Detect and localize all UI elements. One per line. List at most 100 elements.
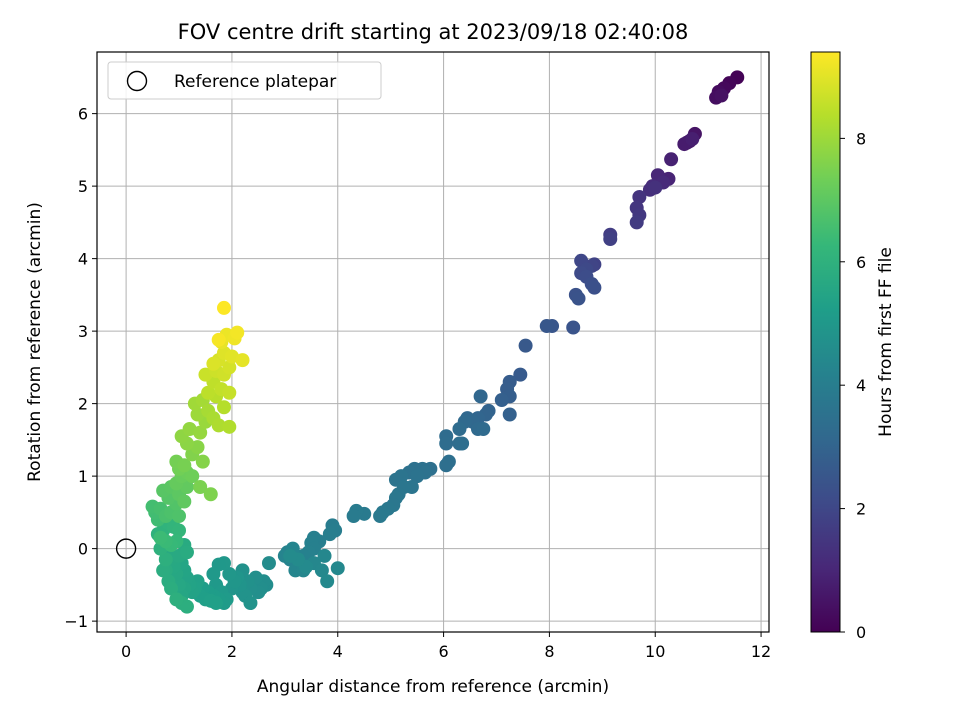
data-point — [513, 367, 528, 382]
x-tick-label: 4 — [333, 642, 343, 661]
data-point — [193, 425, 208, 440]
data-point — [439, 458, 454, 473]
data-point — [455, 436, 470, 451]
data-point — [190, 407, 205, 422]
plot-frame — [96, 51, 770, 633]
scatter-points — [145, 70, 745, 614]
data-point — [317, 548, 332, 563]
colorbar-tick-label: 8 — [856, 129, 866, 148]
data-point — [322, 527, 337, 542]
colorbar: 0 2 4 6 8 Hours from first FF file — [810, 51, 896, 642]
data-point — [182, 422, 197, 436]
data-point — [185, 469, 200, 484]
data-point — [452, 422, 467, 436]
data-point — [177, 458, 192, 473]
data-point — [629, 215, 644, 230]
data-point — [566, 320, 581, 335]
data-point — [195, 454, 210, 469]
data-point — [222, 419, 237, 434]
y-tick-label: 1 — [78, 467, 88, 486]
colorbar-ticks: 0 2 4 6 8 — [840, 129, 866, 642]
colorbar-frame — [810, 51, 841, 633]
legend-box — [107, 61, 382, 100]
colorbar-label: Hours from first FF file — [876, 247, 896, 437]
data-point — [179, 545, 194, 560]
colorbar-gradient — [811, 52, 840, 632]
grid-lines — [97, 52, 769, 632]
y-tick-label: 6 — [78, 105, 88, 124]
data-point — [439, 436, 454, 451]
x-tick-label: 2 — [227, 642, 237, 661]
x-tick-label: 10 — [645, 642, 665, 661]
data-point — [156, 563, 171, 578]
colorbar-tick-label: 4 — [856, 376, 866, 395]
data-point — [179, 599, 194, 614]
legend-marker-open-circle — [126, 70, 148, 92]
data-point — [201, 385, 216, 400]
data-point — [714, 88, 729, 103]
data-point — [209, 596, 224, 610]
data-point — [320, 574, 335, 589]
y-tick-label: 2 — [78, 395, 88, 414]
data-point — [153, 530, 168, 545]
data-point — [473, 389, 488, 404]
data-point — [648, 180, 663, 195]
data-point — [190, 440, 205, 455]
data-point — [518, 338, 533, 353]
data-point — [222, 567, 237, 581]
data-point — [410, 469, 425, 484]
data-point — [243, 596, 258, 610]
data-point — [230, 325, 245, 340]
data-point — [603, 232, 618, 247]
data-point — [169, 592, 184, 607]
data-point — [164, 581, 179, 596]
x-axis-label: Angular distance from reference (arcmin) — [257, 677, 609, 697]
legend: Reference platepar — [107, 61, 382, 100]
data-point — [158, 552, 173, 567]
legend-label: Reference platepar — [174, 72, 336, 92]
y-tick-label: 0 — [78, 540, 88, 559]
data-point — [587, 280, 602, 295]
chart-title: FOV centre drift starting at 2023/09/18 … — [178, 20, 689, 44]
x-tick-label: 8 — [544, 642, 554, 661]
reference-platepar-marker — [115, 538, 137, 559]
data-point — [222, 385, 237, 400]
data-point — [172, 523, 187, 538]
colorbar-tick-label: 0 — [856, 623, 866, 642]
data-point — [494, 393, 509, 407]
data-point — [632, 190, 647, 204]
data-point — [179, 480, 194, 494]
data-point — [193, 480, 208, 494]
colorbar-tick-label: 6 — [856, 253, 866, 272]
y-tick-label: 4 — [78, 250, 88, 269]
data-point — [476, 422, 491, 436]
data-point — [346, 509, 361, 523]
data-point — [314, 563, 329, 578]
data-point — [502, 407, 517, 422]
data-point — [224, 349, 239, 364]
data-point — [211, 332, 226, 347]
data-point — [222, 360, 237, 375]
data-point — [216, 300, 231, 315]
data-point — [283, 548, 298, 563]
x-tick-label: 12 — [751, 642, 771, 661]
x-tick-label: 0 — [121, 642, 131, 661]
data-point — [373, 509, 388, 523]
data-point — [235, 353, 250, 368]
data-point — [539, 319, 554, 334]
data-point — [203, 487, 218, 502]
x-axis-ticks: 0 2 4 6 8 10 12 — [121, 632, 771, 661]
y-tick-label: 5 — [78, 177, 88, 196]
y-axis-label: Rotation from reference (arcmin) — [25, 202, 45, 482]
data-point — [177, 494, 192, 509]
y-tick-label: −1 — [64, 612, 88, 631]
y-axis-ticks: −1 0 1 2 3 4 5 6 — [64, 105, 97, 631]
data-point — [198, 367, 213, 382]
data-point — [330, 561, 345, 576]
data-point — [571, 291, 586, 306]
data-point — [261, 556, 276, 571]
y-tick-label: 3 — [78, 322, 88, 341]
data-point — [664, 152, 679, 167]
data-point — [206, 356, 221, 371]
